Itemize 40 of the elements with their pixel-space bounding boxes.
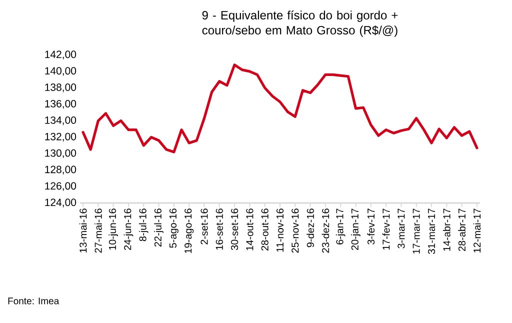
x-tick-label: 31-mar-17	[428, 208, 436, 254]
x-tick-label: 19-ago-16	[184, 208, 194, 254]
x-tick-label: 30-set-16	[231, 208, 238, 250]
y-tick-label: 140,00	[45, 67, 76, 76]
source-note: Fonte: Imea	[8, 298, 60, 304]
y-tick-label: 124,00	[45, 198, 76, 208]
x-tick-label: 17-fev-17	[382, 208, 390, 250]
y-tick-label: 136,00	[45, 100, 76, 109]
y-tick-label: 126,00	[45, 182, 76, 191]
x-tick-label: 10-jun-16	[108, 208, 118, 250]
x-tick-label: 28-abr-17	[458, 208, 466, 252]
x-tick-label: 12-mai-17	[473, 208, 481, 252]
y-tick-label: 138,00	[45, 84, 76, 92]
x-tick-label: 25-nov-16	[292, 208, 299, 253]
x-tick-label: 6-jan-17	[336, 208, 346, 244]
y-tick-label: 128,00	[45, 166, 76, 174]
x-tick-label: 14-abr-17	[442, 208, 450, 251]
x-tick-label: 11-nov-16	[276, 208, 284, 252]
x-tick-label: 16-set-16	[216, 208, 223, 250]
x-tick-label: 2-set-16	[200, 208, 208, 244]
y-tick-label: 142,00	[45, 50, 76, 60]
x-tick-label: 8-jul-16	[138, 208, 148, 242]
line-series	[82, 64, 478, 154]
x-tick-label: 27-mai-16	[94, 208, 102, 253]
x-tick-label: 14-out-16	[246, 208, 254, 250]
x-tick-label: 3-fev-17	[367, 208, 375, 244]
x-tick-label: 3-mar-17	[398, 208, 405, 248]
x-tick-label: 22-jul-16	[154, 208, 164, 247]
x-tick-label: 23-dez-16	[322, 208, 330, 253]
x-tick-label: 20-jan-17	[351, 208, 360, 250]
x-tick-label: 13-mai-16	[79, 208, 87, 252]
x-tick-label: 28-out-16	[261, 208, 268, 250]
x-tick-label: 17-mar-17	[412, 208, 420, 254]
x-tick-label: 24-jun-16	[124, 208, 134, 250]
y-tick-label: 134,00	[45, 116, 76, 126]
x-tick-label: 9-dez-16	[306, 208, 314, 248]
y-tick-label: 132,00	[45, 132, 76, 142]
x-tick-label: 5-ago-16	[169, 208, 178, 248]
y-tick-label: 130,00	[45, 149, 76, 158]
chart-title: 9 - Equivalente físico do boi gordo + couro/sebo em Mato Grosso (R$/@)	[202, 10, 398, 37]
